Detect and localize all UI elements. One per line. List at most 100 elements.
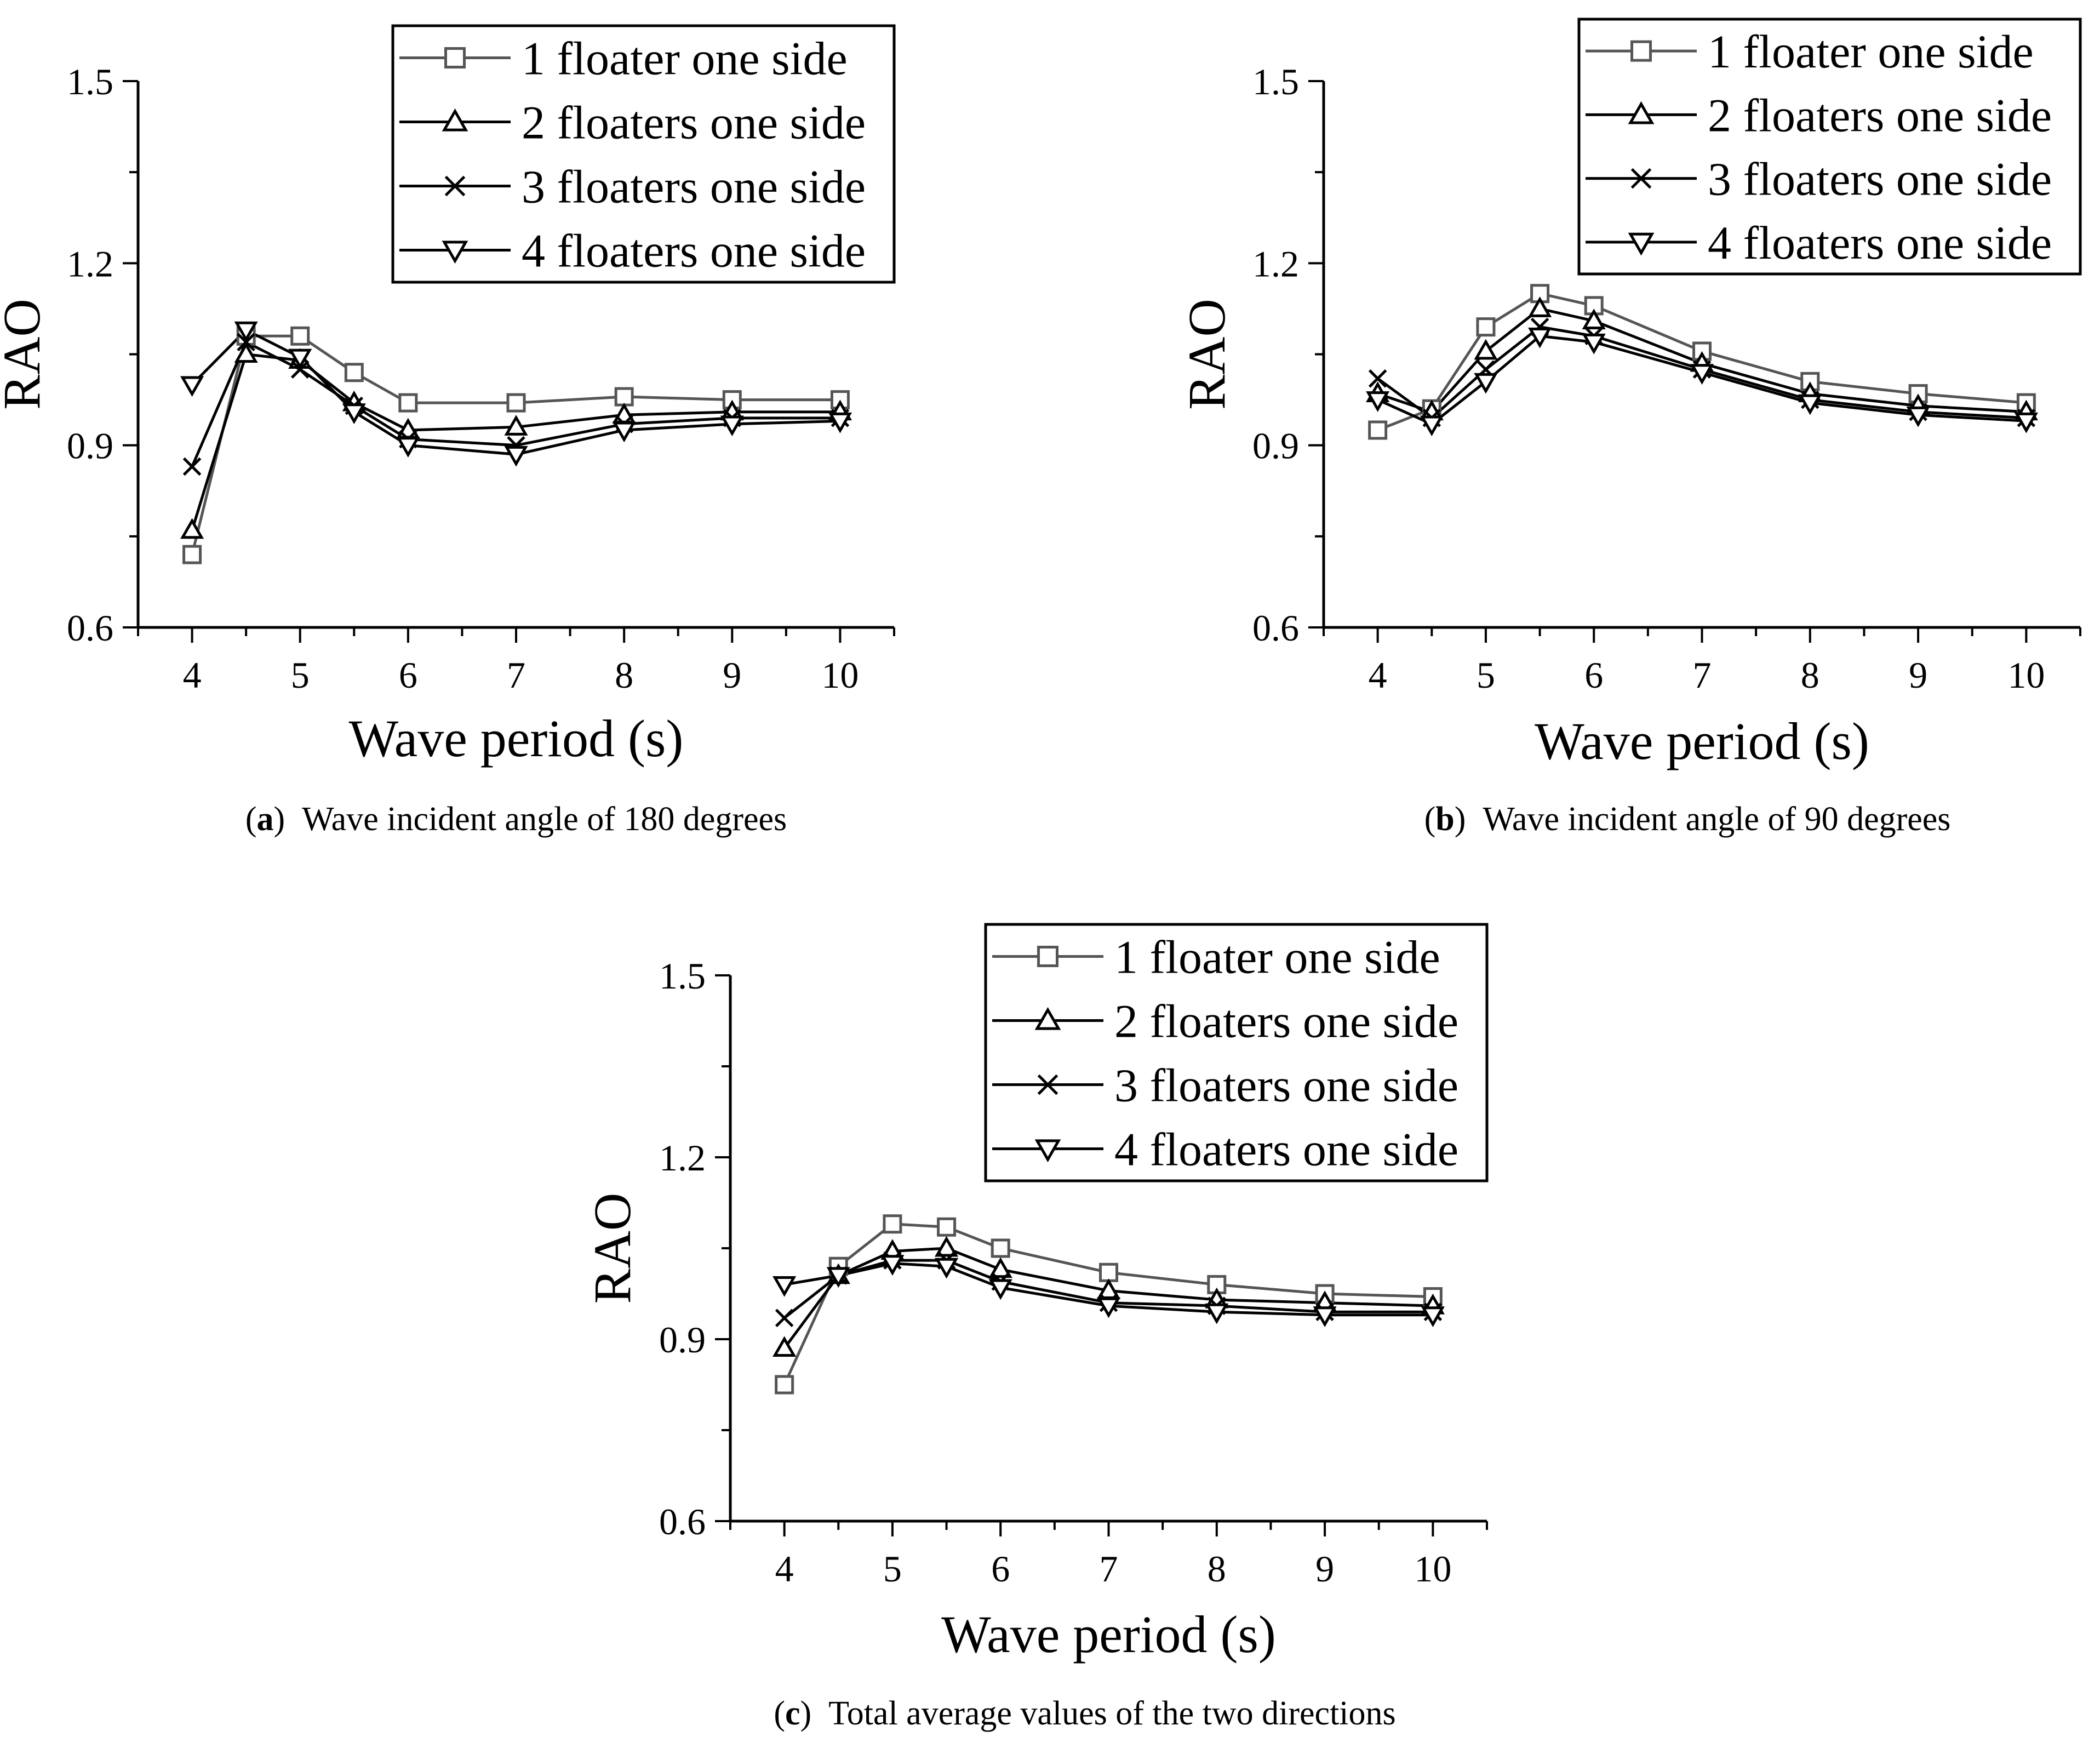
data-point-series-4 [826, 1267, 850, 1288]
x-tick-label: 4 [775, 1548, 794, 1590]
legend-marker [444, 47, 466, 68]
data-point-series-2 [234, 342, 258, 363]
data-point-series-1 [775, 1375, 794, 1395]
data-point-series-4 [504, 445, 528, 467]
data-point-series-2 [988, 1257, 1012, 1278]
data-point-series-1 [1099, 1262, 1118, 1282]
data-point-series-2 [1528, 296, 1552, 317]
panel-a-chart: 4 5 6 7 8 9 10 0.6 0.9 1.2 1.5 Wave period (s) RAO 1 … [0, 24, 896, 838]
data-point-series-3 [1368, 369, 1387, 388]
data-point-series-2 [1582, 308, 1606, 330]
data-point-series-1 [991, 1238, 1010, 1258]
legend-box [391, 24, 896, 284]
data-point-series-3 [775, 1309, 794, 1328]
data-point-series-4 [1582, 333, 1606, 355]
x-tick-label: 5 [883, 1548, 902, 1590]
legend-marker [1037, 946, 1058, 967]
data-point-series-4 [1313, 1306, 1337, 1328]
data-point-series-2 [504, 415, 528, 436]
data-point-series-4 [612, 421, 636, 443]
data-point-series-1 [1368, 420, 1388, 440]
y-tick-label: 1.5 [67, 61, 113, 102]
caption-text: Wave incident angle of 90 degrees [1483, 801, 1950, 838]
data-point-series-2 [773, 1336, 797, 1357]
legend-marker [1034, 1139, 1061, 1163]
data-point-series-4 [1421, 1306, 1445, 1328]
x-axis-label: Wave period (s) [941, 1605, 1276, 1664]
data-point-series-4 [1096, 1297, 1121, 1318]
data-point-series-4 [342, 403, 366, 425]
y-tick-label: 1.5 [1252, 61, 1299, 102]
data-point-series-4 [2014, 412, 2038, 433]
x-tick-label: 7 [1693, 654, 1712, 696]
data-point-series-4 [1474, 373, 1498, 394]
x-tick-label: 9 [1315, 1548, 1334, 1590]
data-point-series-4 [1798, 394, 1822, 415]
y-tick-label: 0.6 [1252, 607, 1299, 649]
x-tick-label: 5 [291, 654, 310, 696]
legend-label-4: 4 floaters one side [522, 225, 866, 277]
series-line-4 [191, 328, 840, 456]
legend-label-1: 1 floater one side [522, 32, 848, 85]
data-point-series-2 [1474, 339, 1498, 360]
x-axis-label: Wave period (s) [1535, 712, 1869, 770]
data-point-series-4 [1205, 1303, 1229, 1324]
data-point-series-4 [180, 376, 204, 397]
x-tick-label: 8 [1208, 1548, 1226, 1590]
x-tick-label: 9 [1909, 654, 1927, 696]
data-point-series-4 [1906, 406, 1930, 427]
data-point-series-1 [614, 387, 634, 407]
caption-tag: a [256, 801, 273, 838]
legend-label-1: 1 floater one side [1708, 25, 2034, 78]
x-tick-label: 5 [1477, 654, 1495, 696]
x-tick-label: 9 [723, 654, 741, 696]
x-tick-label: 7 [507, 654, 525, 696]
legend-marker [1630, 168, 1652, 189]
y-tick-label: 0.9 [659, 1319, 706, 1361]
legend-box [1577, 18, 2082, 276]
legend-marker [442, 108, 468, 132]
data-point-series-4 [1366, 391, 1390, 412]
panel-c-chart: 4 5 6 7 8 9 10 0.6 0.9 1.2 1.5 Wave period (s) RAO 1 … [583, 923, 1489, 1732]
legend-box [984, 923, 1489, 1182]
x-tick-label: 6 [1584, 654, 1603, 696]
y-axis-label: RAO [583, 1193, 642, 1304]
data-point-series-4 [720, 415, 744, 437]
legend-label-2: 2 floaters one side [1114, 995, 1458, 1048]
data-point-series-1 [937, 1217, 957, 1237]
y-axis-label: RAO [1177, 299, 1236, 410]
x-tick-label: 6 [991, 1548, 1010, 1590]
x-tick-label: 10 [2007, 654, 2045, 696]
data-point-series-1 [883, 1214, 902, 1234]
legend-label-3: 3 floaters one side [1114, 1059, 1458, 1112]
y-tick-label: 0.6 [659, 1501, 706, 1542]
data-point-series-4 [396, 437, 420, 458]
data-point-series-4 [1690, 364, 1714, 385]
x-tick-label: 8 [1801, 654, 1819, 696]
legend-label-3: 3 floaters one side [1708, 153, 2052, 205]
y-tick-label: 0.9 [67, 425, 113, 467]
data-point-series-1 [344, 363, 364, 382]
caption-text: Wave incident angle of 180 degrees [302, 801, 787, 838]
data-point-series-3 [182, 457, 202, 476]
legend-label-2: 2 floaters one side [522, 96, 866, 149]
legend-label-3: 3 floaters one side [522, 161, 866, 213]
x-tick-label: 10 [1414, 1548, 1451, 1590]
y-tick-label: 1.2 [67, 243, 113, 284]
data-point-series-1 [182, 545, 202, 564]
legend-marker [1037, 1074, 1058, 1095]
data-point-series-1 [290, 326, 310, 346]
data-point-series-4 [773, 1276, 797, 1297]
data-point-series-2 [935, 1236, 959, 1257]
legend-marker [1034, 1007, 1061, 1030]
legend-label-4: 4 floaters one side [1708, 216, 2052, 269]
data-point-series-4 [828, 412, 852, 433]
figure-caption: (b) Wave incident angle of 90 degrees [1424, 801, 1951, 838]
data-point-series-4 [880, 1255, 905, 1276]
data-point-series-1 [398, 393, 418, 413]
data-point-series-2 [180, 518, 204, 539]
y-tick-label: 1.5 [659, 955, 706, 997]
x-tick-label: 7 [1100, 1548, 1118, 1590]
series-line-2 [191, 353, 840, 531]
